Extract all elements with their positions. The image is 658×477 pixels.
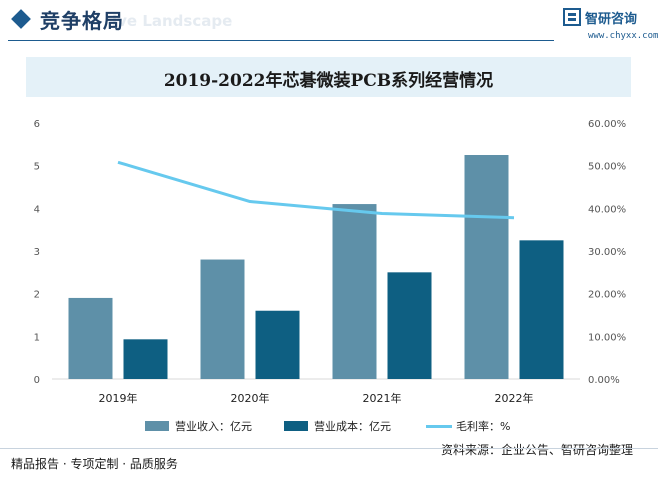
y-left-tick-label: 2 (34, 290, 40, 301)
y-right-tick-label: 60.00% (588, 119, 626, 130)
header-subtitle: ive Landscape (112, 12, 233, 30)
brand-logo-icon (563, 8, 581, 26)
bar-revenue (200, 259, 245, 379)
legend-label-cost: 营业成本：亿元 (314, 420, 391, 433)
chart-title: 2019-2022年芯碁微装PCB系列经营情况 (163, 71, 494, 91)
y-right-tick-label: 40.00% (588, 204, 626, 215)
header-divider (8, 40, 554, 41)
legend-swatch-cost (284, 421, 308, 431)
y-left-tick-label: 0 (34, 375, 40, 386)
y-left-tick-label: 6 (34, 119, 40, 130)
bar-cost (255, 310, 300, 379)
y-right-tick-label: 30.00% (588, 247, 626, 258)
y-right-tick-label: 20.00% (588, 290, 626, 301)
y-right-tick-label: 10.00% (588, 332, 626, 343)
page-header: ive Landscape 竞争格局 智研咨询 www.chyxx.com (0, 0, 658, 42)
y-left-tick-label: 4 (34, 204, 40, 215)
x-tick-label: 2021年 (363, 391, 402, 405)
bar-cost (387, 272, 432, 379)
header-title: 竞争格局 (40, 9, 124, 33)
y-right-tick-label: 50.00% (588, 162, 626, 173)
legend-label-revenue: 营业收入：亿元 (175, 420, 252, 433)
chart-legend: 营业收入：亿元 营业成本：亿元 毛利率：% (0, 417, 658, 435)
bar-revenue (464, 155, 509, 379)
y-left-tick-label: 5 (34, 162, 40, 173)
legend-swatch-revenue (145, 421, 169, 431)
bar-revenue (332, 204, 377, 379)
bar-revenue (68, 297, 113, 379)
x-tick-label: 2022年 (495, 391, 534, 405)
source-note: 资料来源：企业公告、智研咨询整理 (441, 443, 634, 457)
x-tick-label: 2019年 (99, 391, 138, 405)
brand-url: www.chyxx.com (588, 31, 658, 41)
margin-line (117, 160, 515, 220)
bar-cost (123, 339, 168, 379)
legend-label-margin: 毛利率：% (456, 420, 511, 433)
y-left-tick-label: 1 (34, 332, 40, 343)
chart-title-band: 2019-2022年芯碁微装PCB系列经营情况 (26, 57, 631, 97)
bar-cost (519, 240, 564, 379)
y-right-tick-label: 0.00% (588, 375, 620, 386)
brand-name: 智研咨询 (585, 12, 638, 27)
footer-divider (0, 448, 658, 449)
x-tick-label: 2020年 (231, 391, 270, 405)
footer-text: 精品报告 · 专项定制 · 品质服务 (11, 457, 178, 471)
y-left-tick-label: 3 (34, 247, 40, 258)
legend-swatch-margin (426, 425, 452, 428)
